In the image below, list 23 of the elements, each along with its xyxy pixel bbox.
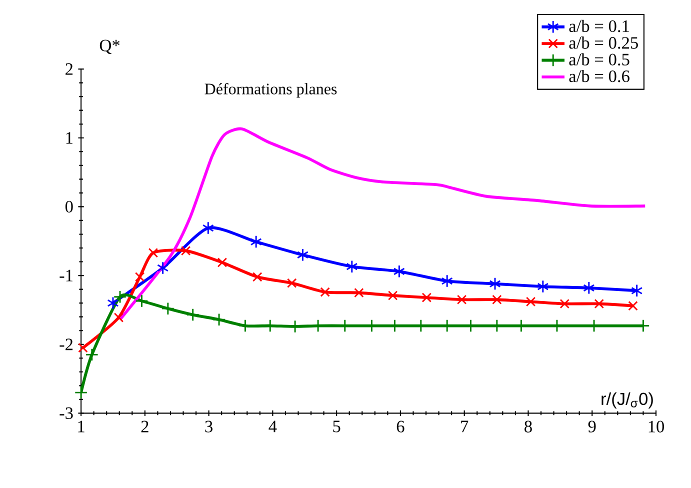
x-tick-label: 5 <box>333 420 340 432</box>
x-tick-label: 6 <box>396 420 404 432</box>
x-tick-label: 7 <box>461 420 468 432</box>
x-tick-label: 4 <box>268 420 277 432</box>
text: Déformations planes <box>204 82 337 98</box>
y-tick-label: 0 <box>65 200 73 212</box>
y-tick-label: -3 <box>60 407 73 419</box>
legend-label: a/b = 0.5 <box>569 53 630 66</box>
x-axis-title: r/(J/$_{σ}$0) <box>602 392 653 408</box>
y-axis-title: Q* <box>100 40 120 54</box>
x-tick-label: 3 <box>205 420 212 432</box>
x-tick-label: 8 <box>524 420 532 432</box>
x-tick-label: 2 <box>141 420 148 432</box>
legend-label: a/b = 0.25 <box>569 36 638 49</box>
y-tick-label: -2 <box>60 338 73 350</box>
x-tick-label: 1 <box>78 420 84 432</box>
legend-label: a/b = 0.6 <box>569 70 630 82</box>
y-tick-label: -1 <box>60 270 72 282</box>
y-tick-label: 2 <box>66 63 73 75</box>
x-tick-label: 9 <box>588 420 596 432</box>
y-tick-label: 1 <box>66 132 72 144</box>
legend-label: a/b = 0.1 <box>569 20 629 32</box>
x-tick-label: 10 <box>648 420 664 432</box>
